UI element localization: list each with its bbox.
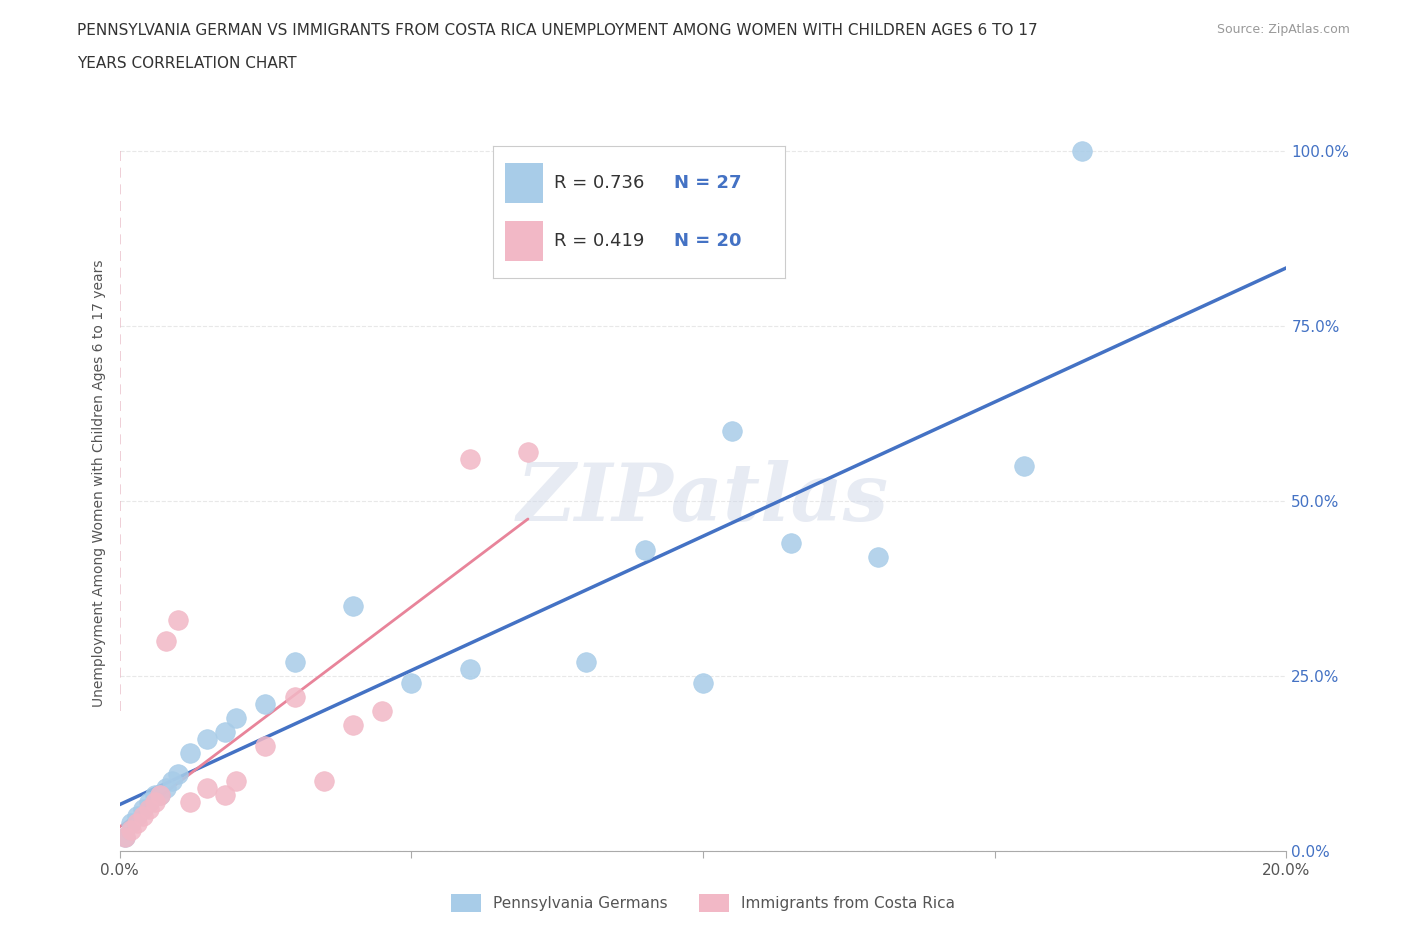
Point: [866, 550, 890, 565]
Point: [1071, 144, 1094, 159]
Legend: Pennsylvania Germans, Immigrants from Costa Rica: Pennsylvania Germans, Immigrants from Co…: [444, 888, 962, 918]
Point: [143, 794, 166, 809]
Text: ZIPatlas: ZIPatlas: [517, 459, 889, 537]
Point: [517, 445, 540, 459]
Point: [143, 788, 166, 803]
Text: PENNSYLVANIA GERMAN VS IMMIGRANTS FROM COSTA RICA UNEMPLOYMENT AMONG WOMEN WITH : PENNSYLVANIA GERMAN VS IMMIGRANTS FROM C…: [77, 23, 1038, 38]
Point: [283, 689, 307, 704]
Point: [160, 774, 183, 789]
Point: [179, 746, 201, 761]
Point: [166, 766, 188, 781]
Point: [138, 802, 160, 817]
Point: [254, 697, 277, 711]
Point: [166, 613, 188, 628]
Point: [214, 724, 236, 739]
Point: [114, 830, 136, 844]
Point: [721, 424, 744, 439]
Point: [342, 599, 364, 614]
Point: [132, 808, 155, 823]
Point: [149, 788, 172, 803]
Point: [371, 704, 394, 719]
Point: [692, 675, 714, 690]
Point: [458, 452, 481, 467]
Point: [125, 808, 148, 823]
Point: [138, 794, 160, 809]
Point: [575, 655, 598, 670]
Point: [312, 774, 335, 789]
Point: [132, 802, 155, 817]
Point: [114, 830, 136, 844]
Point: [195, 732, 218, 747]
Y-axis label: Unemployment Among Women with Children Ages 6 to 17 years: Unemployment Among Women with Children A…: [91, 259, 105, 708]
Point: [458, 661, 481, 676]
Point: [633, 542, 655, 557]
Point: [1012, 458, 1035, 473]
Point: [125, 816, 148, 830]
Point: [225, 711, 247, 725]
Point: [179, 794, 201, 809]
Point: [283, 655, 307, 670]
Point: [120, 822, 142, 837]
Point: [401, 675, 423, 690]
Text: Source: ZipAtlas.com: Source: ZipAtlas.com: [1216, 23, 1350, 36]
Point: [195, 780, 218, 795]
Point: [342, 718, 364, 733]
Point: [225, 774, 247, 789]
Point: [149, 788, 172, 803]
Text: YEARS CORRELATION CHART: YEARS CORRELATION CHART: [77, 56, 297, 71]
Point: [155, 633, 177, 648]
Point: [155, 780, 177, 795]
Point: [214, 788, 236, 803]
Point: [779, 536, 801, 551]
Point: [254, 738, 277, 753]
Point: [120, 816, 142, 830]
